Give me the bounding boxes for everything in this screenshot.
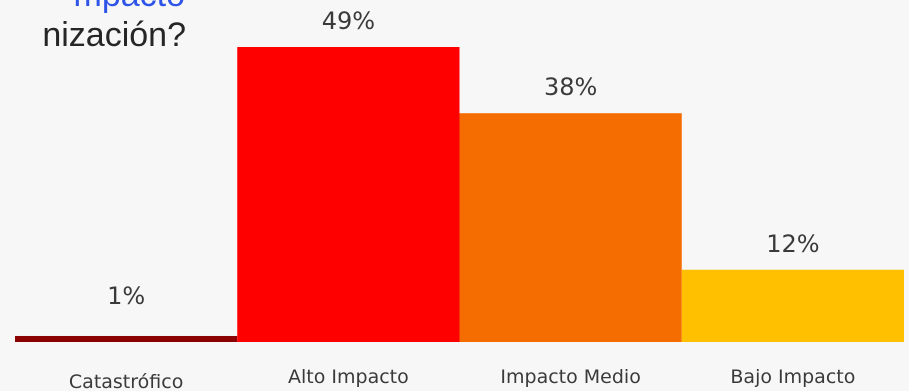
category-label-alto-impacto: Alto Impacto	[288, 366, 409, 388]
chart-title-line1: mpacto	[74, 0, 186, 15]
bar-catastrofico	[15, 335, 238, 342]
category-label-bajo-impacto: Bajo Impacto	[730, 366, 855, 388]
chart-title: mpacto nización?	[0, 0, 260, 70]
bar-bajo-impacto	[681, 269, 904, 342]
bar-alto-impacto	[237, 47, 460, 342]
category-label-impacto-medio: Impacto Medio	[500, 366, 640, 388]
value-label-bajo-impacto: 12%	[766, 230, 819, 258]
value-label-impacto-medio: 38%	[544, 73, 597, 101]
value-label-catastrofico: 1%	[107, 282, 145, 310]
bar-impacto-medio	[459, 113, 682, 342]
value-label-alto-impacto: 49%	[322, 7, 375, 35]
category-label-catastrofico: Catastrófico	[69, 371, 183, 391]
chart-title-line2: nización?	[42, 16, 186, 54]
